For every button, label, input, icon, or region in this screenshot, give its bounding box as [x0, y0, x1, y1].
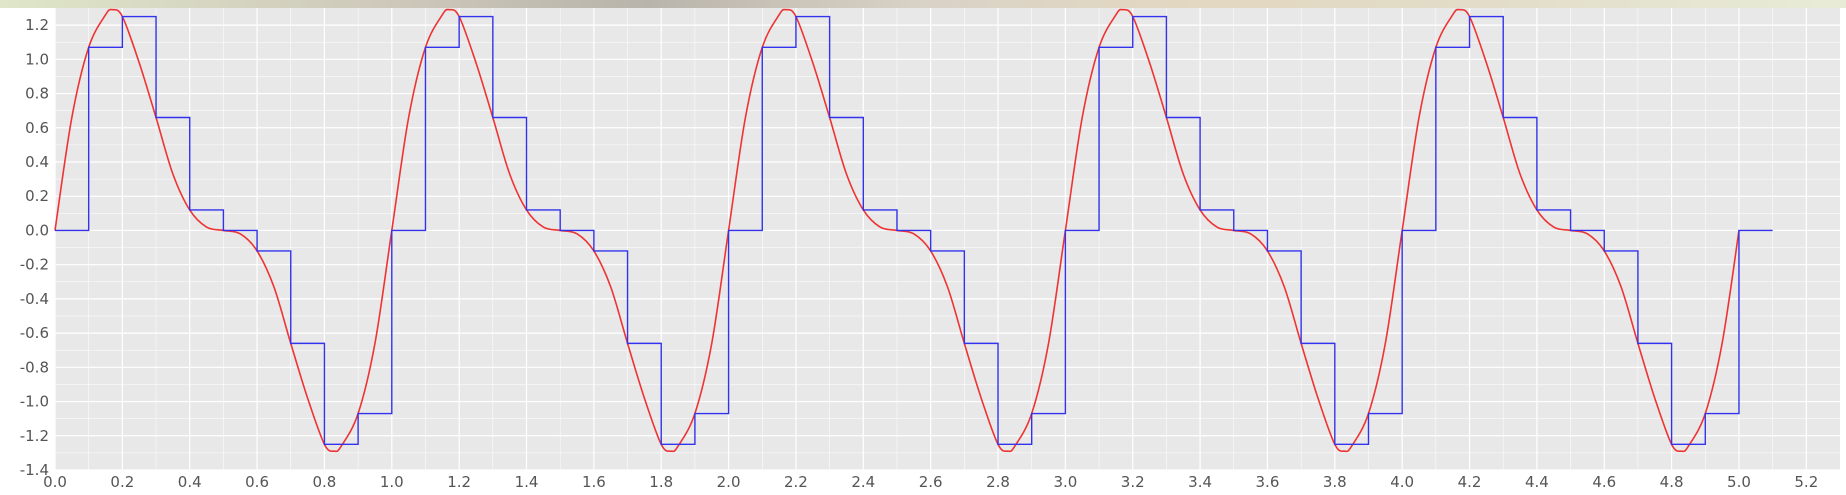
y-tick-label: -1.2: [20, 427, 49, 445]
x-tick-label: 4.8: [1660, 473, 1684, 491]
x-tick-label: 4.2: [1458, 473, 1482, 491]
y-tick-label: -1.0: [20, 393, 49, 411]
plot-background: [55, 8, 1840, 470]
series-step-blue: [55, 15, 1773, 446]
x-tick-label: 3.4: [1188, 473, 1212, 491]
background-image-strip: [0, 0, 1846, 8]
x-tick-label: 5.0: [1727, 473, 1751, 491]
x-tick-label: 4.4: [1525, 473, 1549, 491]
x-tick-label: 1.4: [515, 473, 539, 491]
x-axis: 0.0 0.2 0.4 0.6 0.8 1.0 1.2 1.4 1.6 1.8 2.0 2.2 2.4 2…: [43, 473, 1818, 491]
series-layer: [54, 8, 1773, 453]
y-tick-label: 1.2: [25, 16, 49, 34]
x-tick-label: 2.4: [851, 473, 875, 491]
x-tick-label: 3.6: [1256, 473, 1280, 491]
x-tick-label: 0.4: [178, 473, 202, 491]
x-tick-label: 4.6: [1592, 473, 1616, 491]
y-tick-label: -0.2: [20, 256, 49, 274]
y-tick-label: -1.4: [20, 461, 49, 479]
x-tick-label: 1.2: [447, 473, 471, 491]
y-tick-label: 0.2: [25, 187, 49, 205]
y-tick-label: -0.6: [20, 324, 49, 342]
x-tick-label: 0.0: [43, 473, 67, 491]
y-tick-label: 0.4: [25, 153, 49, 171]
x-tick-label: 1.0: [380, 473, 404, 491]
x-tick-label: 2.2: [784, 473, 808, 491]
x-tick-label: 5.2: [1794, 473, 1818, 491]
x-tick-label: 3.8: [1323, 473, 1347, 491]
x-tick-label: 0.8: [313, 473, 337, 491]
y-tick-label: 0.0: [25, 221, 49, 239]
y-tick-label: -0.4: [20, 290, 49, 308]
y-tick-label: 0.8: [25, 85, 49, 103]
y-axis: 1.2 1.0 0.8 0.6 0.4 0.2 0.0 -0.2 -0.4 -0.6 -0.8 -1.…: [20, 16, 49, 479]
x-tick-label: 3.0: [1053, 473, 1077, 491]
y-tick-label: -0.8: [20, 358, 49, 376]
x-tick-label: 0.2: [110, 473, 134, 491]
x-tick-label: 4.0: [1390, 473, 1414, 491]
x-tick-label: 3.2: [1121, 473, 1145, 491]
y-tick-label: 0.6: [25, 119, 49, 137]
x-tick-label: 1.8: [649, 473, 673, 491]
x-tick-label: 2.8: [986, 473, 1010, 491]
x-tick-label: 0.6: [245, 473, 269, 491]
y-tick-label: 1.0: [25, 50, 49, 68]
x-tick-label: 1.6: [582, 473, 606, 491]
x-tick-label: 2.6: [919, 473, 943, 491]
x-tick-label: 2.0: [717, 473, 741, 491]
